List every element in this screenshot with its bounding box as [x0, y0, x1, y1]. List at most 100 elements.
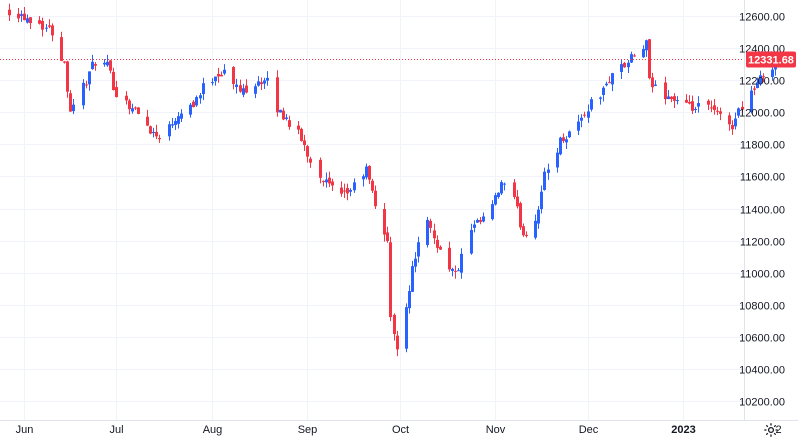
candle: [697, 96, 700, 113]
candle-body: [128, 100, 131, 110]
candle: [691, 95, 694, 114]
candle: [396, 330, 399, 357]
candle: [137, 107, 140, 115]
candle-body: [232, 67, 235, 85]
candle-body: [91, 61, 94, 70]
candle-body: [235, 84, 238, 87]
candle-body: [325, 179, 328, 183]
candle-body: [688, 102, 691, 104]
candle: [279, 109, 282, 113]
candle-body: [82, 82, 85, 106]
x-tick-label: Nov: [486, 424, 506, 436]
candle-body: [195, 97, 198, 106]
time-axis[interactable]: Jun Jul Aug Sep Oct Nov Dec 2023 2: [16, 424, 782, 436]
candle: [537, 206, 540, 229]
candle: [503, 182, 506, 191]
candle: [60, 31, 63, 62]
candle: [642, 45, 645, 58]
candle: [297, 121, 300, 135]
last-price-tag-label: 12331.68: [748, 55, 794, 67]
candle-body: [654, 84, 657, 86]
candle: [482, 212, 485, 223]
candle: [383, 202, 386, 242]
candle: [285, 113, 288, 121]
candle: [69, 89, 72, 112]
candle-body: [8, 9, 11, 16]
candle-body: [38, 20, 41, 24]
candle: [762, 73, 765, 83]
candle: [26, 14, 29, 24]
candle: [547, 163, 550, 180]
candle-body: [429, 220, 432, 228]
candle: [737, 107, 740, 118]
candle-body: [670, 96, 673, 100]
candle: [211, 78, 214, 86]
candle: [386, 226, 389, 243]
candle-body: [199, 95, 202, 99]
candle: [155, 124, 158, 140]
candle: [562, 133, 565, 144]
y-tick-label: 12200.00: [739, 76, 785, 88]
candle: [605, 81, 608, 87]
candle-body: [85, 84, 88, 86]
chart-grid: [0, 0, 798, 421]
candle: [189, 102, 192, 118]
candle-body: [547, 169, 550, 173]
candle-body: [331, 181, 334, 186]
candle: [171, 117, 174, 128]
candle-body: [223, 69, 226, 74]
candle-body: [633, 55, 636, 57]
candle: [146, 109, 149, 127]
candle-body: [174, 121, 177, 125]
candle-body: [728, 115, 731, 125]
candle-body: [737, 108, 740, 116]
candle-body: [297, 125, 300, 130]
candle-body: [608, 82, 611, 84]
candle: [288, 115, 291, 130]
candle-body: [396, 335, 399, 350]
candle: [556, 147, 559, 173]
candle: [654, 80, 657, 87]
candle-body: [66, 61, 69, 92]
y-tick-label: 10200.00: [739, 397, 785, 409]
y-tick-label: 12000.00: [739, 108, 785, 120]
candle-body: [263, 80, 266, 84]
candle: [491, 200, 494, 221]
candle-body: [583, 114, 586, 116]
candle: [756, 77, 759, 89]
candle-body: [300, 128, 303, 141]
candle: [448, 241, 451, 272]
candle: [516, 189, 519, 209]
candle: [300, 127, 303, 142]
candle-body: [534, 220, 537, 238]
candle-body: [479, 219, 482, 222]
candle-body: [343, 190, 346, 192]
candle-body: [537, 209, 540, 224]
candle: [451, 267, 454, 277]
candle-body: [51, 25, 54, 36]
candle-body: [476, 219, 479, 223]
candle-body: [513, 182, 516, 197]
chart-settings-button[interactable]: [760, 419, 782, 441]
candle: [325, 172, 328, 188]
price-axis[interactable]: 12600.0012400.0012200.0012000.0011800.00…: [739, 12, 785, 409]
candle: [41, 17, 44, 37]
candle-body: [371, 180, 374, 191]
candle-body: [106, 61, 109, 66]
candle-body: [497, 192, 500, 197]
candle-body: [771, 69, 774, 77]
candle: [602, 86, 605, 102]
candle-body: [134, 107, 137, 109]
candle: [362, 174, 365, 187]
candle: [673, 93, 676, 108]
candle-body: [63, 61, 66, 63]
candle: [214, 76, 217, 86]
candle: [266, 71, 269, 86]
candle-body: [146, 116, 149, 126]
candle: [408, 285, 411, 314]
candle: [599, 96, 602, 105]
candle: [353, 178, 356, 193]
candle-body: [217, 73, 220, 77]
candle-body: [473, 224, 476, 228]
